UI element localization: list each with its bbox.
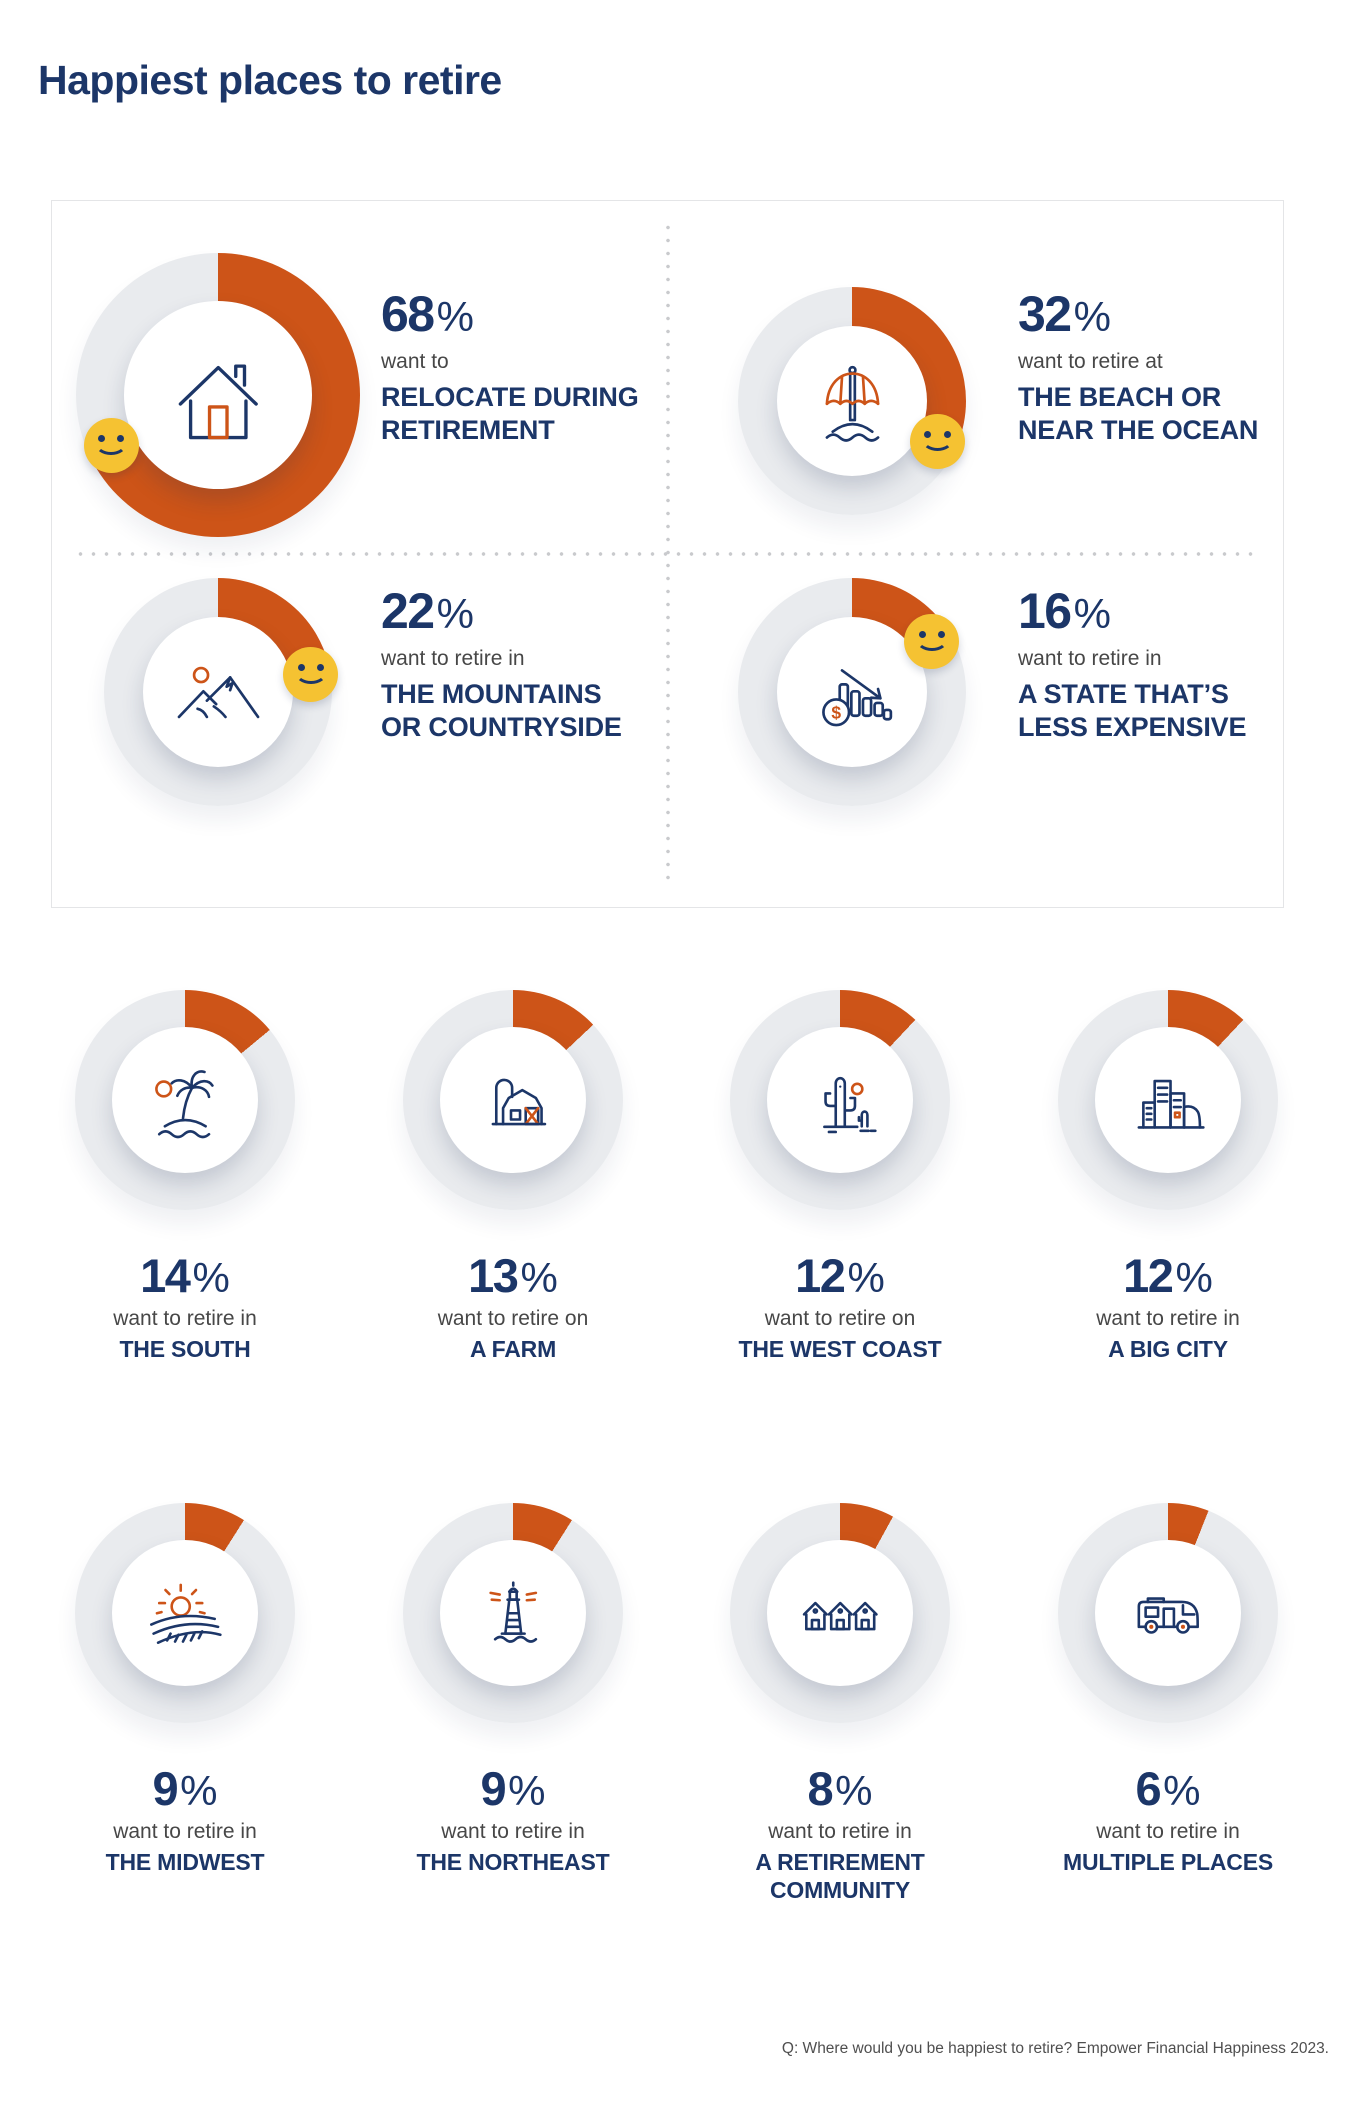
house-icon — [178, 364, 258, 439]
donut-chart-beach — [738, 287, 966, 515]
stat-cell-farm: 13% want to retire on A FARM — [349, 990, 677, 1363]
donut-chart-farm — [403, 990, 623, 1210]
stat-cell-midwest: 9% want to retire in THE MIDWEST — [21, 1503, 349, 1876]
stat-label: THE SOUTH — [119, 1336, 251, 1362]
smiley-face-icon — [904, 613, 960, 669]
mountains-icon — [177, 666, 259, 718]
barn-icon — [491, 1078, 546, 1126]
stat-label: RELOCATE DURING RETIREMENT — [381, 382, 639, 445]
source-note: Q: Where would you be happiest to retire… — [781, 2040, 1329, 2057]
donut-chart-retirement-community — [730, 1503, 950, 1723]
palm-island-icon — [154, 1069, 214, 1139]
stat-value: 8% — [807, 1762, 873, 1815]
stat-prefix: want to retire on — [764, 1307, 916, 1330]
stat-value: 14% — [140, 1249, 230, 1302]
stat-value: 12% — [795, 1249, 885, 1302]
stat-cell-retirement-community: 8% want to retire in A RETIREMENT COMMUN… — [676, 1503, 1004, 1904]
stat-cell-south: 14% want to retire in THE SOUTH — [21, 990, 349, 1363]
stat-label: A RETIREMENT COMMUNITY — [755, 1849, 925, 1904]
smiley-face-icon — [83, 417, 139, 473]
stat-value: 12% — [1123, 1249, 1213, 1302]
stat-value: 68% — [381, 286, 474, 342]
stat-label: A STATE THAT’S LESS EXPENSIVE — [1018, 679, 1247, 742]
stat-cell-west-coast: 12% want to retire on THE WEST COAST — [676, 990, 1004, 1363]
stat-label: THE NORTHEAST — [416, 1849, 610, 1875]
svg-text:$: $ — [831, 702, 841, 722]
donut-chart-relocate — [76, 253, 360, 537]
stat-label: THE BEACH OR NEAR THE OCEAN — [1018, 382, 1259, 445]
stat-label: THE WEST COAST — [738, 1336, 942, 1362]
stat-prefix: want to retire in — [113, 1820, 257, 1843]
beach-umbrella-icon — [825, 365, 879, 442]
stat-value: 9% — [480, 1762, 546, 1815]
stat-value: 9% — [152, 1762, 218, 1815]
stat-value: 6% — [1135, 1762, 1201, 1815]
rv-icon — [1137, 1596, 1199, 1634]
stat-prefix: want to retire in — [441, 1820, 585, 1843]
stat-cell-multiple-places: 6% want to retire in MULTIPLE PLACES — [1004, 1503, 1332, 1876]
stat-prefix: want to retire on — [437, 1307, 589, 1330]
smiley-face-icon — [910, 413, 965, 469]
stat-prefix: want to — [381, 350, 449, 373]
stat-label: THE MIDWEST — [105, 1849, 265, 1875]
stat-value: 16% — [1018, 583, 1111, 639]
stat-prefix: want to retire at — [1018, 350, 1163, 373]
donut-chart-midwest — [75, 1503, 295, 1723]
stat-label: THE MOUNTAINS OR COUNTRYSIDE — [381, 679, 622, 742]
stat-cell-northeast: 9% want to retire in THE NORTHEAST — [349, 1503, 677, 1876]
stat-cell-big-city: 12% want to retire in A BIG CITY — [1004, 990, 1332, 1363]
stat-prefix: want to retire in — [1096, 1820, 1240, 1843]
donut-chart-south — [75, 990, 295, 1210]
cactus-icon — [822, 1076, 877, 1133]
dotted-divider-horizontal — [74, 552, 1261, 556]
city-icon — [1137, 1079, 1205, 1129]
donut-chart-cheaper-state: $ — [738, 578, 966, 806]
stat-value: 32% — [1018, 286, 1111, 342]
stat-value: 13% — [468, 1249, 558, 1302]
stat-label: A FARM — [469, 1336, 557, 1362]
field-sun-icon — [149, 1583, 222, 1644]
stat-label: MULTIPLE PLACES — [1063, 1849, 1273, 1875]
smiley-face-icon — [283, 646, 339, 702]
donut-chart-northeast — [403, 1503, 623, 1723]
stat-prefix: want to retire in — [1096, 1307, 1240, 1330]
stat-prefix: want to retire in — [381, 647, 525, 670]
featured-stats-box: 68% want to RELOCATE DURING RETIREMENT 3 — [51, 200, 1284, 908]
donut-chart-mountains — [104, 578, 339, 806]
houses-icon — [802, 1601, 878, 1631]
declining-chart-icon: $ — [821, 668, 892, 726]
lighthouse-icon — [489, 1581, 537, 1643]
stat-prefix: want to retire in — [1018, 647, 1162, 670]
stat-label: A BIG CITY — [1108, 1336, 1228, 1362]
page-title: Happiest places to retire — [38, 57, 502, 103]
donut-chart-big-city — [1058, 990, 1278, 1210]
donut-chart-west-coast — [730, 990, 950, 1210]
stat-value: 22% — [381, 583, 474, 639]
stat-prefix: want to retire in — [768, 1820, 912, 1843]
donut-chart-multiple-places — [1058, 1503, 1278, 1723]
stat-prefix: want to retire in — [113, 1307, 257, 1330]
